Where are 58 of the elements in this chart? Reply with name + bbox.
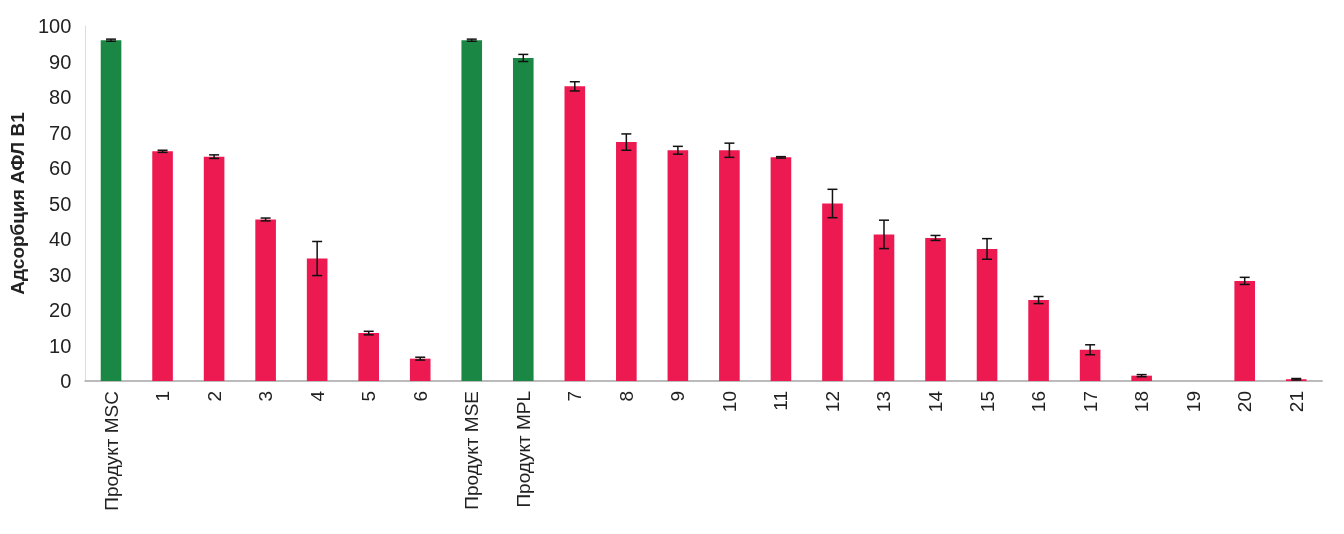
bar xyxy=(925,237,946,381)
y-tick-label: 90 xyxy=(49,50,72,73)
bar xyxy=(203,156,225,381)
x-tick-label: 15 xyxy=(976,391,998,413)
y-axis-title: Адсорбция АФЛ В1 xyxy=(7,111,28,295)
bar xyxy=(461,40,483,381)
x-tick-label: 20 xyxy=(1234,391,1256,413)
bar xyxy=(255,219,276,381)
x-tick-label: 1 xyxy=(152,391,174,402)
y-tick-label: 20 xyxy=(49,299,72,321)
bar xyxy=(358,333,379,381)
x-tick-label: 2 xyxy=(203,391,225,402)
x-tick-label: 8 xyxy=(615,391,637,402)
x-tick-label: 16 xyxy=(1028,391,1050,413)
x-tick-label: Продукт MSE xyxy=(461,391,483,510)
x-tick-label: 18 xyxy=(1131,391,1153,413)
y-tick-label: 30 xyxy=(49,263,72,286)
x-tick-label: 6 xyxy=(409,391,431,402)
y-tick-label: 10 xyxy=(49,334,72,357)
y-tick-label: 80 xyxy=(49,86,72,108)
bar xyxy=(100,40,122,381)
x-tick-label: 12 xyxy=(821,391,843,413)
bar xyxy=(1028,300,1049,381)
x-tick-label: 7 xyxy=(564,391,586,402)
bar xyxy=(822,203,843,381)
bar xyxy=(564,86,586,381)
bar xyxy=(512,57,534,381)
x-tick-label: Продукт MPL xyxy=(512,391,534,508)
bar xyxy=(1131,375,1152,381)
x-tick-label: 19 xyxy=(1182,391,1204,413)
x-tick-label: 21 xyxy=(1285,391,1307,413)
bar xyxy=(616,142,637,381)
x-tick-label: 4 xyxy=(306,390,328,402)
x-tick-label: 17 xyxy=(1079,391,1101,413)
y-tick-label: 50 xyxy=(49,192,72,215)
bar xyxy=(667,150,689,381)
bar xyxy=(152,151,173,381)
x-tick-label: 14 xyxy=(925,390,947,413)
x-tick-label: 3 xyxy=(255,391,277,402)
bar xyxy=(306,258,328,381)
y-tick-label: 100 xyxy=(37,15,72,37)
y-tick-label: 0 xyxy=(60,370,72,392)
y-tick-label: 60 xyxy=(49,157,72,179)
x-tick-label: 13 xyxy=(873,391,895,413)
bar xyxy=(976,248,998,381)
x-tick-label: 9 xyxy=(667,391,689,402)
bar xyxy=(1234,280,1256,381)
x-tick-label: 11 xyxy=(770,391,792,411)
x-tick-label: 10 xyxy=(718,391,740,413)
bar xyxy=(409,358,431,381)
bar xyxy=(1079,349,1101,381)
y-tick-label: 70 xyxy=(49,121,72,144)
bar xyxy=(873,234,895,381)
y-tick-label: 40 xyxy=(49,228,72,250)
bar xyxy=(770,157,792,381)
x-tick-label: Продукт MSC xyxy=(100,391,122,511)
bar xyxy=(719,150,740,381)
x-tick-label: 5 xyxy=(358,391,380,402)
